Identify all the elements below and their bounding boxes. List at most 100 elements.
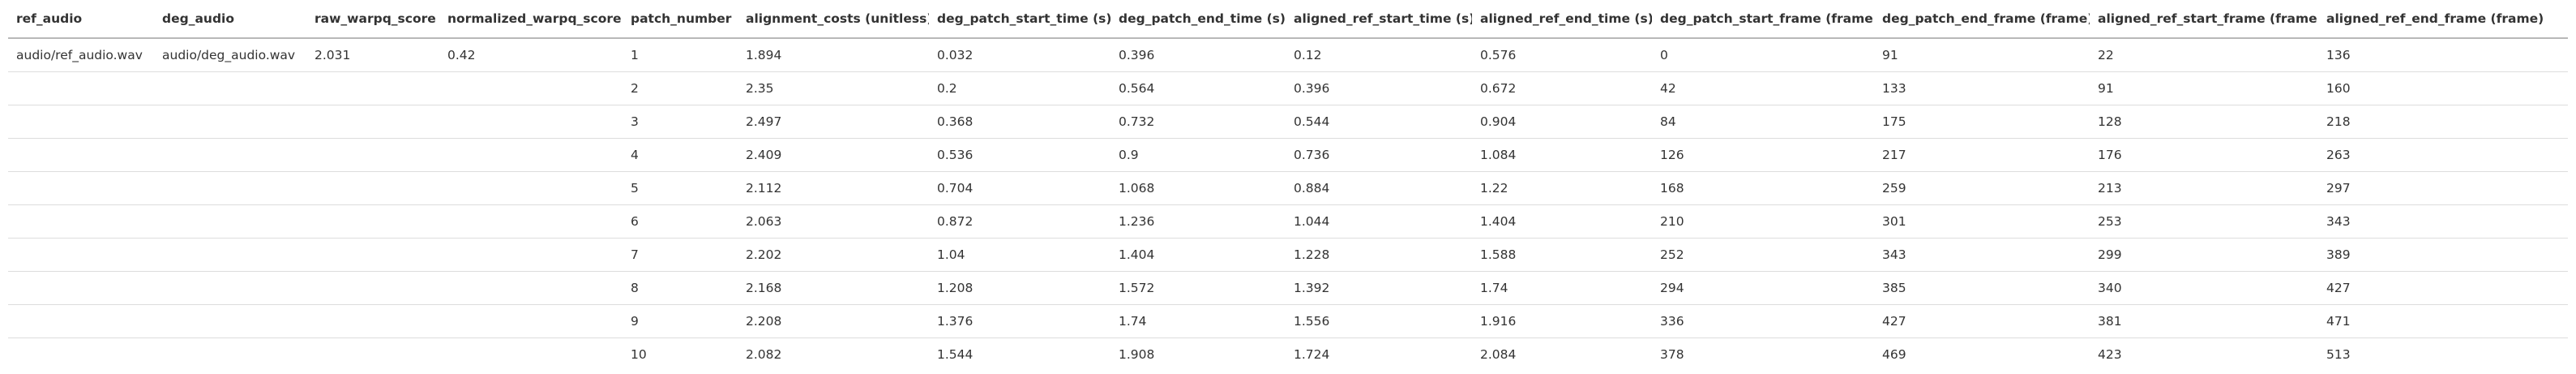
cell-deg-patch-end-frame: 301 [1874, 204, 2090, 239]
cell-patch-number: 8 [623, 271, 738, 305]
table-row: 3 2.497 0.368 0.732 0.544 0.904 84 175 128 218 [8, 105, 2568, 139]
cell-deg-patch-start-time: 1.04 [929, 238, 1110, 272]
cell-deg-patch-start-time: 1.376 [929, 304, 1110, 338]
cell-ref-audio [8, 204, 154, 239]
cell-normalized-warpq-score [439, 238, 623, 272]
cell-deg-patch-start-frame: 42 [1652, 71, 1874, 105]
cell-aligned-ref-start-time: 0.736 [1286, 138, 1472, 172]
cell-deg-audio [154, 304, 306, 338]
table-body: audio/ref_audio.wav audio/deg_audio.wav 2.… [8, 38, 2568, 371]
cell-aligned-ref-end-frame: 343 [2318, 204, 2568, 239]
cell-ref-audio [8, 105, 154, 139]
cell-aligned-ref-end-frame: 160 [2318, 71, 2568, 105]
cell-deg-patch-start-time: 1.208 [929, 271, 1110, 305]
cell-ref-audio [8, 271, 154, 305]
cell-deg-patch-end-frame: 217 [1874, 138, 2090, 172]
column-header-aligned-ref-end-time: aligned_ref_end_time (s) [1472, 0, 1652, 39]
cell-aligned-ref-start-time: 1.556 [1286, 304, 1472, 338]
cell-aligned-ref-end-frame: 471 [2318, 304, 2568, 338]
column-header-raw-warpq-score: raw_warpq_score [306, 0, 439, 39]
cell-aligned-ref-end-time: 0.576 [1480, 48, 1517, 62]
cell-raw-warpq-score [306, 105, 439, 139]
table-row: audio/ref_audio.wav audio/deg_audio.wav 2.… [8, 38, 2568, 72]
cell-aligned-ref-start-frame: 176 [2090, 138, 2318, 172]
table-row: 6 2.063 0.872 1.236 1.044 1.404 210 301 253 343 [8, 204, 2568, 239]
cell-deg-patch-start-time: 0.032 [937, 48, 973, 62]
cell-raw-warpq-score [306, 204, 439, 239]
cell-aligned-ref-start-time: 1.392 [1286, 271, 1472, 305]
cell-aligned-ref-start-time: 1.228 [1286, 238, 1472, 272]
cell-alignment-costs: 2.409 [738, 138, 929, 172]
cell-patch-number: 6 [623, 204, 738, 239]
cell-raw-warpq-score [306, 71, 439, 105]
cell-aligned-ref-start-time: 0.396 [1286, 71, 1472, 105]
cell-aligned-ref-end-frame: 218 [2318, 105, 2568, 139]
cell-deg-patch-start-time: 0.2 [929, 71, 1110, 105]
cell-aligned-ref-end-time: 2.084 [1472, 337, 1652, 371]
cell-deg-audio [154, 138, 306, 172]
cell-raw-warpq-score [306, 138, 439, 172]
cell-aligned-ref-start-time: 1.044 [1286, 204, 1472, 239]
cell-patch-number: 5 [623, 171, 738, 205]
cell-deg-audio [154, 337, 306, 371]
cell-deg-patch-start-frame: 336 [1652, 304, 1874, 338]
cell-deg-audio: audio/deg_audio.wav [162, 48, 296, 62]
cell-raw-warpq-score [306, 304, 439, 338]
cell-deg-patch-end-frame: 259 [1874, 171, 2090, 205]
header-row: ref_audio deg_audio raw_warpq_score norm… [8, 0, 2568, 39]
cell-deg-patch-end-frame: 427 [1874, 304, 2090, 338]
cell-deg-patch-start-time: 0.704 [929, 171, 1110, 205]
cell-aligned-ref-end-time: 0.904 [1472, 105, 1652, 139]
column-header-normalized-warpq-score: normalized_warpq_score [439, 0, 623, 39]
cell-ref-audio [8, 238, 154, 272]
warpq-results-table: ref_audio deg_audio raw_warpq_score norm… [8, 0, 2568, 371]
cell-aligned-ref-start-frame: 381 [2090, 304, 2318, 338]
cell-alignment-costs: 2.202 [738, 238, 929, 272]
cell-aligned-ref-end-time: 1.404 [1472, 204, 1652, 239]
cell-aligned-ref-start-time: 0.12 [1294, 48, 1322, 62]
cell-deg-patch-end-time: 1.572 [1110, 271, 1286, 305]
cell-aligned-ref-start-frame: 423 [2090, 337, 2318, 371]
cell-deg-audio [154, 238, 306, 272]
cell-deg-patch-start-frame: 378 [1652, 337, 1874, 371]
cell-deg-patch-start-time: 0.872 [929, 204, 1110, 239]
cell-deg-patch-start-time: 0.536 [929, 138, 1110, 172]
table-row: 2 2.35 0.2 0.564 0.396 0.672 42 133 91 160 [8, 71, 2568, 105]
cell-deg-audio [154, 171, 306, 205]
cell-deg-patch-start-frame: 84 [1652, 105, 1874, 139]
cell-deg-patch-end-time: 1.404 [1110, 238, 1286, 272]
cell-raw-warpq-score: 2.031 [315, 48, 351, 62]
cell-patch-number: 3 [623, 105, 738, 139]
column-header-aligned-ref-start-frame: aligned_ref_start_frame (frame) [2090, 0, 2318, 39]
column-header-alignment-costs: alignment_costs (unitless) [738, 0, 929, 39]
cell-aligned-ref-end-frame: 297 [2318, 171, 2568, 205]
cell-aligned-ref-start-frame: 128 [2090, 105, 2318, 139]
cell-aligned-ref-start-frame: 299 [2090, 238, 2318, 272]
table-row: 7 2.202 1.04 1.404 1.228 1.588 252 343 299 389 [8, 238, 2568, 272]
cell-aligned-ref-start-frame: 213 [2090, 171, 2318, 205]
table-row: 8 2.168 1.208 1.572 1.392 1.74 294 385 340 427 [8, 271, 2568, 305]
cell-patch-number: 4 [623, 138, 738, 172]
cell-raw-warpq-score [306, 337, 439, 371]
cell-deg-patch-start-frame: 252 [1652, 238, 1874, 272]
cell-alignment-costs: 2.35 [738, 71, 929, 105]
column-header-ref-audio: ref_audio [8, 0, 154, 39]
table-row: 5 2.112 0.704 1.068 0.884 1.22 168 259 213 297 [8, 171, 2568, 205]
cell-deg-patch-start-frame: 210 [1652, 204, 1874, 239]
cell-aligned-ref-end-time: 1.74 [1472, 271, 1652, 305]
cell-deg-patch-start-time: 0.368 [929, 105, 1110, 139]
cell-patch-number: 2 [623, 71, 738, 105]
cell-normalized-warpq-score [439, 204, 623, 239]
cell-aligned-ref-start-frame: 22 [2098, 48, 2114, 62]
cell-alignment-costs: 2.063 [738, 204, 929, 239]
cell-aligned-ref-end-time: 0.672 [1472, 71, 1652, 105]
cell-patch-number: 1 [631, 48, 639, 62]
cell-aligned-ref-end-frame: 263 [2318, 138, 2568, 172]
cell-deg-patch-end-frame: 175 [1874, 105, 2090, 139]
cell-aligned-ref-end-time: 1.084 [1472, 138, 1652, 172]
cell-patch-number: 10 [623, 337, 738, 371]
column-header-deg-patch-end-time: deg_patch_end_time (s) [1110, 0, 1286, 39]
cell-aligned-ref-end-time: 1.916 [1472, 304, 1652, 338]
column-header-deg-audio: deg_audio [154, 0, 306, 39]
cell-alignment-costs: 2.497 [738, 105, 929, 139]
